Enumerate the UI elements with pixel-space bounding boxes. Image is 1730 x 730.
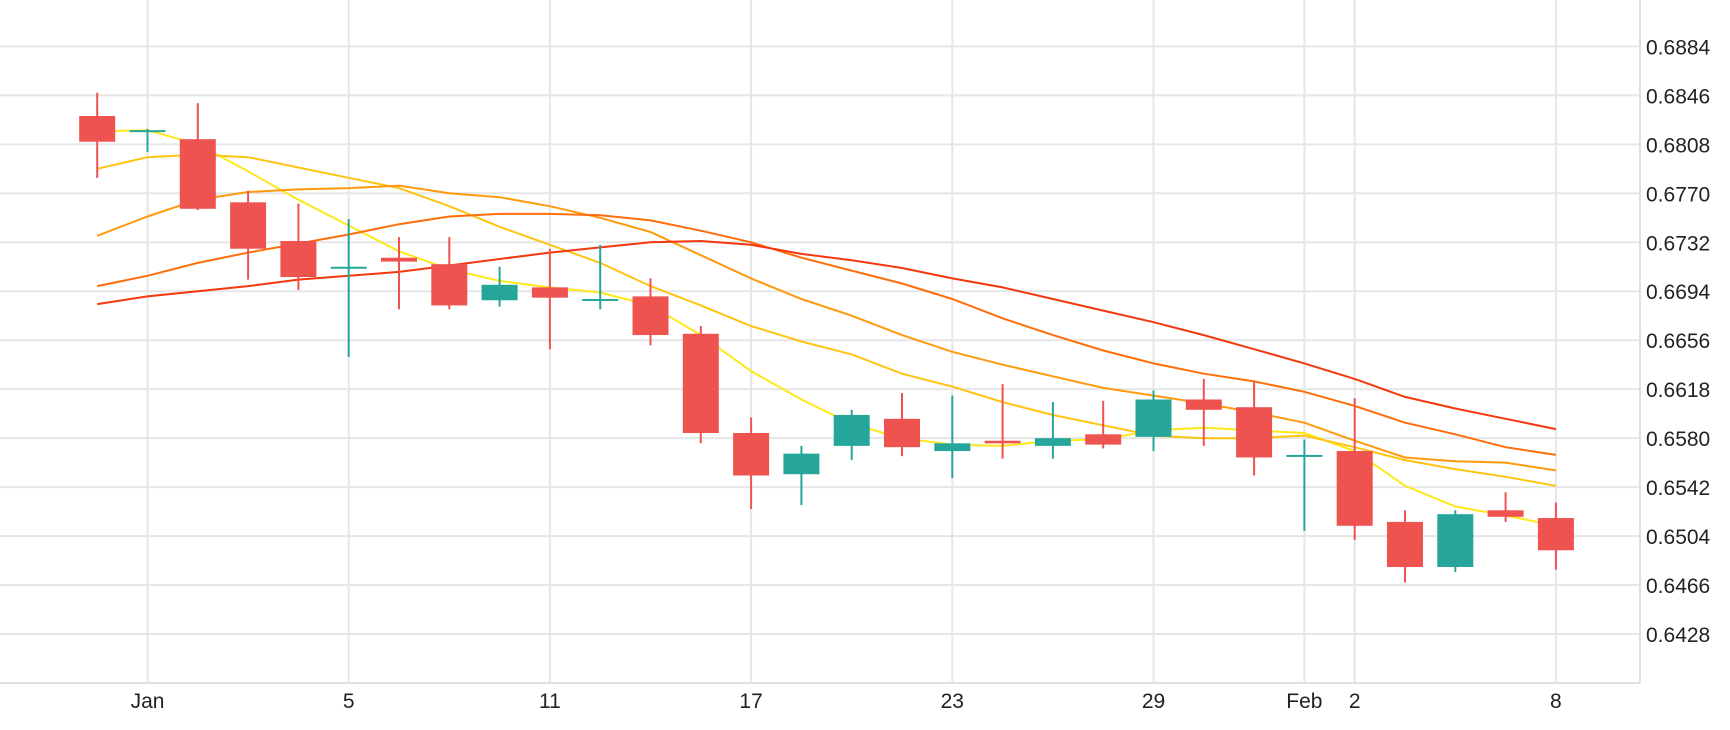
moving-average-lines (96, 129, 1557, 527)
candle-body (280, 240, 317, 278)
candle-up (1286, 439, 1323, 531)
candle-body (632, 296, 669, 336)
candle-body (1085, 434, 1122, 445)
moving-average-line (96, 184, 1557, 472)
candle-body (984, 440, 1021, 444)
candle-down (1387, 510, 1423, 583)
candle-body (1387, 521, 1423, 568)
y-tick-label: 0.6694 (1646, 281, 1711, 304)
candle-body (934, 443, 971, 452)
candle-body (179, 139, 216, 209)
y-axis-tick-labels: 0.6884 0.6846 0.6808 0.6770 0.6732 0.6694 0.66… (1646, 36, 1711, 647)
candle-body (330, 266, 367, 269)
y-tick-label: 0.6732 (1646, 232, 1710, 255)
y-tick-label: 0.6808 (1646, 134, 1710, 157)
y-tick-label: 0.6580 (1646, 428, 1710, 451)
candle-down (431, 237, 468, 310)
candle-body (1185, 399, 1222, 410)
candle-down (381, 237, 417, 310)
candle-up (481, 266, 518, 307)
x-tick-label: 2 (1349, 690, 1361, 713)
candle-up (783, 445, 820, 506)
y-tick-label: 0.6542 (1646, 477, 1710, 500)
candle-body (1537, 518, 1574, 551)
vertical-gridlines (146, 0, 1557, 683)
candle-body (783, 453, 820, 475)
x-tick-label: 11 (539, 690, 561, 713)
candle-body (733, 432, 770, 476)
candle-down (1537, 502, 1574, 570)
candle-body (230, 202, 267, 249)
candle-down (884, 393, 920, 457)
candle-down (984, 384, 1021, 459)
candle-down (1236, 381, 1273, 476)
y-tick-label: 0.6466 (1646, 575, 1710, 598)
candle-down (682, 326, 719, 444)
candle-body (1286, 454, 1323, 457)
candle-up (330, 219, 367, 357)
x-tick-label: 8 (1550, 690, 1562, 713)
candle-up (1135, 390, 1172, 452)
candles (79, 92, 1574, 583)
candle-up (129, 128, 166, 153)
candle-down (179, 103, 216, 211)
candle-body (1135, 399, 1172, 437)
candle-down (1085, 400, 1122, 449)
candle-down (1185, 378, 1222, 446)
y-tick-label: 0.6884 (1646, 36, 1711, 59)
moving-average-line (97, 239, 1557, 431)
candle-body (431, 264, 468, 306)
x-tick-label: 23 (941, 690, 964, 713)
x-tick-label: Feb (1286, 690, 1322, 713)
x-tick-label: 29 (1142, 690, 1165, 713)
moving-average-line (96, 212, 1557, 456)
y-tick-label: 0.6428 (1646, 624, 1710, 647)
y-tick-label: 0.6618 (1646, 379, 1710, 402)
candle-body (884, 418, 920, 448)
candle-up (833, 409, 870, 461)
candle-body (1236, 407, 1273, 458)
candle-body (1034, 438, 1071, 446)
y-tick-label: 0.6656 (1646, 330, 1710, 353)
candle-up (934, 395, 971, 479)
candle-body (833, 414, 870, 446)
candle-body (481, 284, 518, 301)
candle-body (129, 130, 166, 133)
candle-up (582, 244, 619, 310)
candle-body (531, 287, 568, 298)
candle-down (79, 92, 116, 178)
candle-body (79, 115, 116, 142)
moving-average-line (97, 129, 1557, 527)
moving-average-line (96, 153, 1557, 487)
candle-down (280, 203, 317, 290)
y-tick-label: 0.6846 (1646, 85, 1710, 108)
candle-up (1437, 510, 1474, 573)
y-tick-label: 0.6504 (1646, 526, 1711, 549)
candle-down (230, 190, 267, 280)
candle-body (1336, 451, 1373, 526)
candle-up (1034, 402, 1071, 459)
y-tick-label: 0.6770 (1646, 183, 1710, 206)
candle-body (1487, 510, 1524, 517)
x-axis-tick-labels: Jan 5 11 17 23 29 Feb 2 8 (131, 690, 1562, 713)
candle-down (632, 278, 669, 346)
candle-body (682, 333, 719, 433)
candle-down (1336, 398, 1373, 540)
x-tick-label: 5 (343, 690, 355, 713)
candle-down (733, 417, 770, 510)
x-tick-label: Jan (131, 690, 165, 713)
candle-body (582, 298, 619, 301)
candle-body (381, 257, 417, 262)
candle-body (1437, 514, 1474, 568)
candle-down (531, 248, 568, 350)
candle-down (1487, 492, 1524, 522)
x-tick-label: 17 (739, 690, 762, 713)
